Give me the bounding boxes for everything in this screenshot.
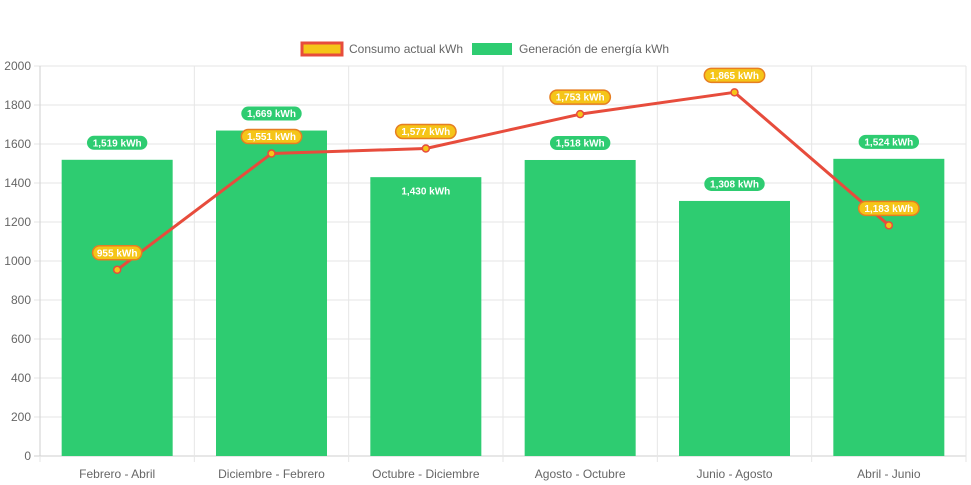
bar-data-label-badge <box>86 135 148 150</box>
legend-label-generacion[interactable]: Generación de energía kWh <box>519 42 669 56</box>
line-point[interactable] <box>575 109 585 119</box>
grid <box>34 65 967 462</box>
y-tick-label: 400 <box>11 371 31 385</box>
x-tick-label: Junio - Agosto <box>696 467 772 481</box>
line-data-label-badge <box>857 200 920 217</box>
line-data-label: 1,865 kWh <box>710 71 759 82</box>
bar-data-label-badge <box>395 184 457 199</box>
line-point[interactable] <box>421 144 431 153</box>
line-data-label-badge <box>703 67 766 84</box>
bar[interactable] <box>61 159 173 457</box>
y-tick-label: 1400 <box>4 176 31 190</box>
line-path <box>116 90 890 271</box>
x-axis: Febrero - Abril Diciembre - Febrero Octubr… <box>79 467 921 481</box>
line-series <box>112 88 894 275</box>
y-tick-label: 1000 <box>4 254 31 268</box>
bar-data-label-badge <box>241 106 302 121</box>
line-data-label-badge <box>394 123 457 140</box>
y-tick-label: 200 <box>11 410 31 424</box>
bar-data-label: 1,308 kWh <box>710 179 759 190</box>
x-tick-label: Octubre - Diciembre <box>372 467 480 481</box>
y-tick-label: 800 <box>11 293 31 307</box>
bar[interactable] <box>679 200 790 456</box>
legend: Consumo actual kWh Generación de energía… <box>300 41 669 57</box>
x-tick-label: Abril - Junio <box>857 467 921 481</box>
y-tick-label: 1800 <box>4 98 31 112</box>
line-data-label: 955 kWh <box>97 248 138 259</box>
data-labels: 1,519 kWh 1,669 kWh 1,430 kWh 1,518 kWh 1,30… <box>86 67 920 261</box>
bar-data-label-badge <box>704 176 765 191</box>
line-data-label: 1,551 kWh <box>247 132 296 143</box>
bar-data-label-badge <box>858 134 920 149</box>
line-data-label: 1,183 kWh <box>864 204 913 215</box>
y-tick-label: 1600 <box>4 137 31 151</box>
bar-data-label: 1,430 kWh <box>401 187 450 198</box>
line-point[interactable] <box>112 265 122 275</box>
y-axis: 0 200 400 600 800 1000 1200 1400 1600 1800 2000 <box>4 59 31 463</box>
legend-swatch-consumo[interactable] <box>300 41 344 57</box>
y-tick-label: 0 <box>24 449 31 463</box>
y-tick-label: 600 <box>11 332 31 346</box>
x-tick-label: Diciembre - Febrero <box>218 467 325 481</box>
bar-data-label-badge <box>549 135 611 150</box>
bar-data-label: 1,518 kWh <box>556 138 605 149</box>
line-data-label-badge <box>91 245 143 261</box>
legend-label-consumo[interactable]: Consumo actual kWh <box>349 42 463 56</box>
bar-data-label: 1,519 kWh <box>93 138 142 149</box>
bar[interactable] <box>370 177 482 456</box>
x-tick-label: Agosto - Octubre <box>535 467 626 481</box>
line-point[interactable] <box>267 149 276 158</box>
line-data-label-badge <box>240 128 303 145</box>
bar-data-label: 1,524 kWh <box>864 137 913 148</box>
line-point[interactable] <box>884 221 894 230</box>
line-point[interactable] <box>730 88 739 97</box>
bar-series <box>61 130 945 457</box>
bar[interactable] <box>216 130 327 457</box>
line-data-label: 1,753 kWh <box>556 93 605 104</box>
legend-swatch-generacion[interactable] <box>472 43 512 55</box>
x-tick-label: Febrero - Abril <box>79 467 155 481</box>
bar-data-label: 1,669 kWh <box>247 109 296 120</box>
y-tick-label: 2000 <box>4 59 31 73</box>
y-tick-label: 1200 <box>4 215 31 229</box>
line-data-label-badge <box>549 89 612 105</box>
line-data-label: 1,577 kWh <box>401 127 450 138</box>
bar[interactable] <box>524 159 636 457</box>
